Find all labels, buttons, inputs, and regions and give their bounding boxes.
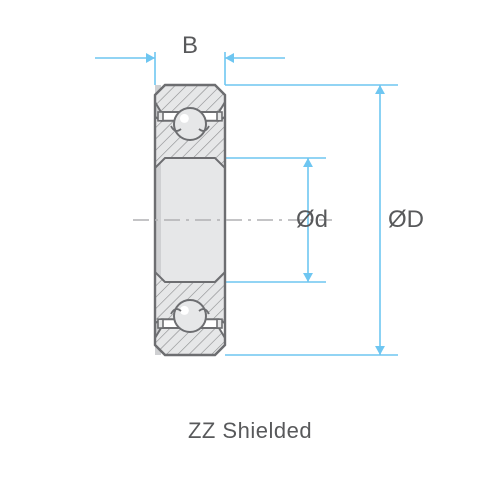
dimension-lines-group: [95, 52, 398, 355]
diagram-canvas: B Ød ØD ZZ Shielded: [0, 0, 500, 500]
dimension-label-outer: ØD: [388, 206, 424, 234]
dimension-label-bore: Ød: [296, 206, 328, 234]
diagram-caption: ZZ Shielded: [0, 418, 500, 444]
dimension-label-width: B: [182, 32, 198, 60]
